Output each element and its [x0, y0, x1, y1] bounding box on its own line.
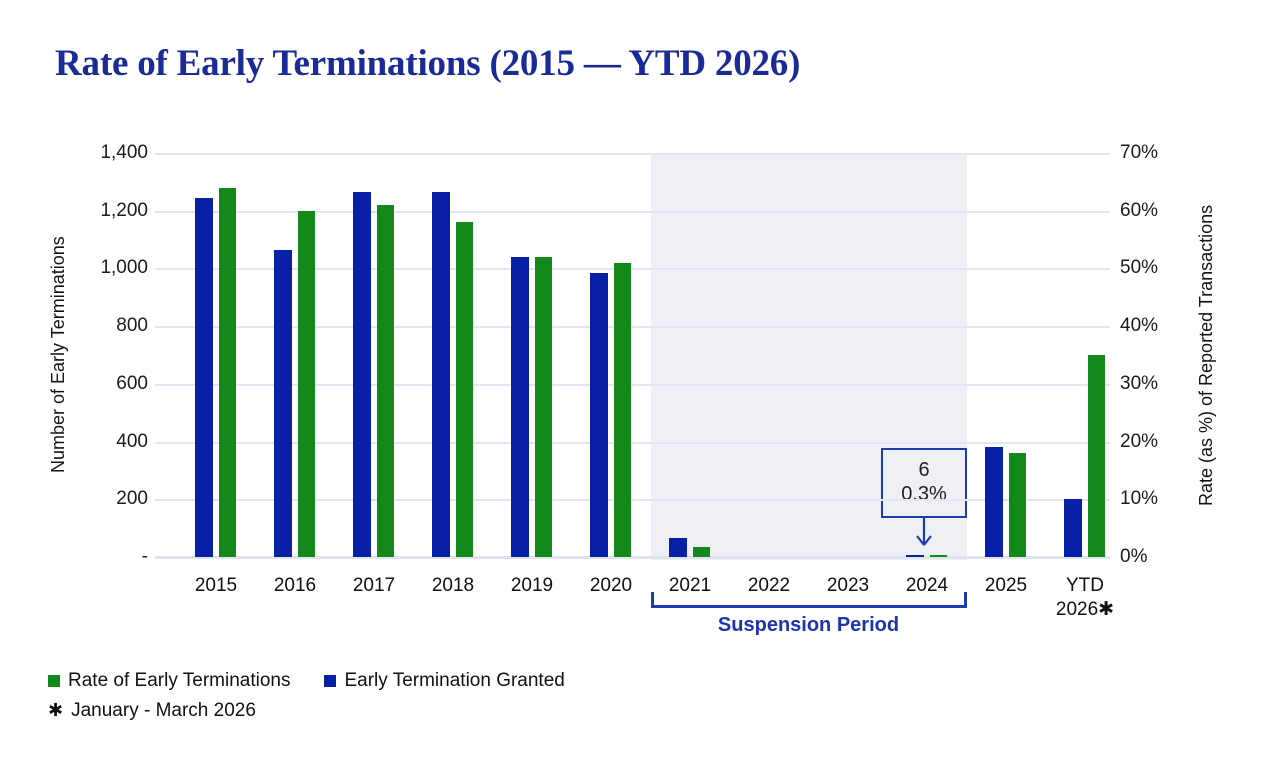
bar-rate-2021 — [693, 547, 710, 557]
legend-item-granted: Early Termination Granted — [324, 670, 565, 692]
bar-granted-2015 — [195, 197, 213, 557]
legend-label-rate: Rate of Early Terminations — [68, 670, 291, 691]
x-axis-label-line: 2018 — [431, 575, 475, 596]
x-axis-label-line: 2017 — [352, 575, 396, 596]
right-axis-tick-label: 10% — [1120, 488, 1159, 510]
left-axis-tick-label: 800 — [116, 315, 148, 337]
x-axis-label-line: 2023 — [826, 575, 870, 596]
x-axis-label-line: 2015 — [194, 575, 238, 596]
gridline — [155, 499, 1110, 501]
x-axis-label-line: 2016 — [273, 575, 317, 596]
bar-granted-2020 — [590, 272, 608, 557]
x-axis-label-ytd-2026: YTD 2026✱ — [1030, 574, 1140, 622]
x-axis-label-line: 2019 — [510, 575, 554, 596]
right-axis-tick-label: 50% — [1120, 257, 1159, 279]
bar-rate-2018 — [456, 222, 473, 557]
bar-rate-2025 — [1009, 453, 1026, 557]
chart-title: Rate of Early Terminations (2015 — YTD 2… — [55, 43, 801, 84]
bar-rate-2020 — [614, 262, 631, 557]
right-axis-tick-label: 70% — [1120, 142, 1159, 163]
arrow-down-icon — [916, 518, 932, 546]
x-axis-label-2019: 2019 — [477, 574, 587, 598]
left-axis-tick-label: 1,000 — [100, 257, 148, 279]
x-axis-label-2021: 2021 — [635, 574, 745, 598]
x-axis-label-line: 2025 — [984, 575, 1028, 596]
annotation-box: 6 0.3% — [881, 448, 967, 518]
suspension-bracket — [650, 592, 967, 608]
x-axis-label-2025: 2025 — [951, 574, 1061, 598]
bar-rate-2015 — [219, 187, 236, 557]
gridline — [155, 211, 1110, 213]
bar-rate-ytd-2026 — [1088, 355, 1105, 557]
x-axis-label-2020: 2020 — [556, 574, 666, 598]
bar-granted-2016 — [274, 249, 292, 557]
gridline — [155, 384, 1110, 386]
x-axis-label-line: 2022 — [747, 575, 791, 596]
x-axis-label-2017: 2017 — [319, 574, 429, 598]
x-axis-label-line: 2026✱ — [1055, 599, 1115, 620]
footnote-text: January - March 2026 — [71, 700, 256, 721]
left-axis-tick-label: 400 — [116, 430, 148, 452]
x-axis-label-line: YTD — [1066, 575, 1104, 596]
bar-rate-2019 — [535, 256, 552, 557]
x-axis-label-2018: 2018 — [398, 574, 508, 598]
bar-granted-2018 — [432, 191, 450, 557]
annotation-rate: 0.3% — [901, 483, 947, 505]
plot-area: 6 0.3% — [155, 153, 1110, 560]
annotation-count: 6 — [918, 459, 930, 481]
x-axis-label-line: 2021 — [668, 575, 712, 596]
x-axis-label-2023: 2023 — [793, 574, 903, 598]
left-axis-tick-label: - — [141, 546, 148, 567]
right-axis-tick-label: 20% — [1120, 430, 1159, 452]
x-axis-baseline — [155, 556, 1110, 559]
gridline — [155, 268, 1110, 270]
footnote: ✱ January - March 2026 — [48, 700, 256, 722]
gridline — [155, 442, 1110, 444]
left-axis-tick-label: 1,400 — [100, 142, 148, 163]
bar-granted-2021 — [669, 538, 687, 557]
bar-granted-2017 — [353, 191, 371, 557]
bar-rate-2024 — [930, 555, 947, 557]
x-axis-label-2024: 2024 — [872, 574, 982, 598]
bar-granted-2019 — [511, 256, 529, 557]
bar-granted-ytd-2026 — [1064, 499, 1082, 557]
bar-rate-2017 — [377, 204, 394, 557]
legend-label-granted: Early Termination Granted — [344, 670, 565, 691]
x-axis-label-2015: 2015 — [161, 574, 271, 598]
gridline — [155, 153, 1110, 155]
right-axis-title: Rate (as %) of Reported Transactions — [1196, 204, 1216, 506]
footnote-asterisk: ✱ — [48, 700, 64, 721]
left-axis-tick-label: 1,200 — [100, 199, 148, 221]
legend: Rate of Early Terminations Early Termina… — [48, 670, 565, 692]
suspension-period-label: Suspension Period — [717, 614, 900, 636]
x-axis-label-2016: 2016 — [240, 574, 350, 598]
right-axis-tick-label: 0% — [1120, 546, 1148, 567]
bar-granted-2024 — [906, 555, 924, 557]
legend-swatch-granted-icon — [324, 675, 337, 687]
legend-swatch-rate-icon — [48, 675, 60, 687]
legend-item-rate: Rate of Early Terminations — [48, 670, 290, 692]
right-axis-tick-label: 60% — [1120, 199, 1159, 221]
bar-rate-2016 — [298, 210, 315, 557]
x-axis-label-line: 2024 — [905, 575, 949, 596]
right-axis-tick-label: 30% — [1120, 372, 1159, 394]
x-axis-label-line: 2020 — [589, 575, 633, 596]
right-axis-tick-label: 40% — [1120, 315, 1159, 337]
gridline — [155, 326, 1110, 328]
bar-granted-2025 — [985, 447, 1003, 557]
left-axis-tick-label: 200 — [116, 488, 148, 510]
x-axis-label-2022: 2022 — [714, 574, 824, 598]
left-axis-tick-label: 600 — [116, 372, 148, 394]
